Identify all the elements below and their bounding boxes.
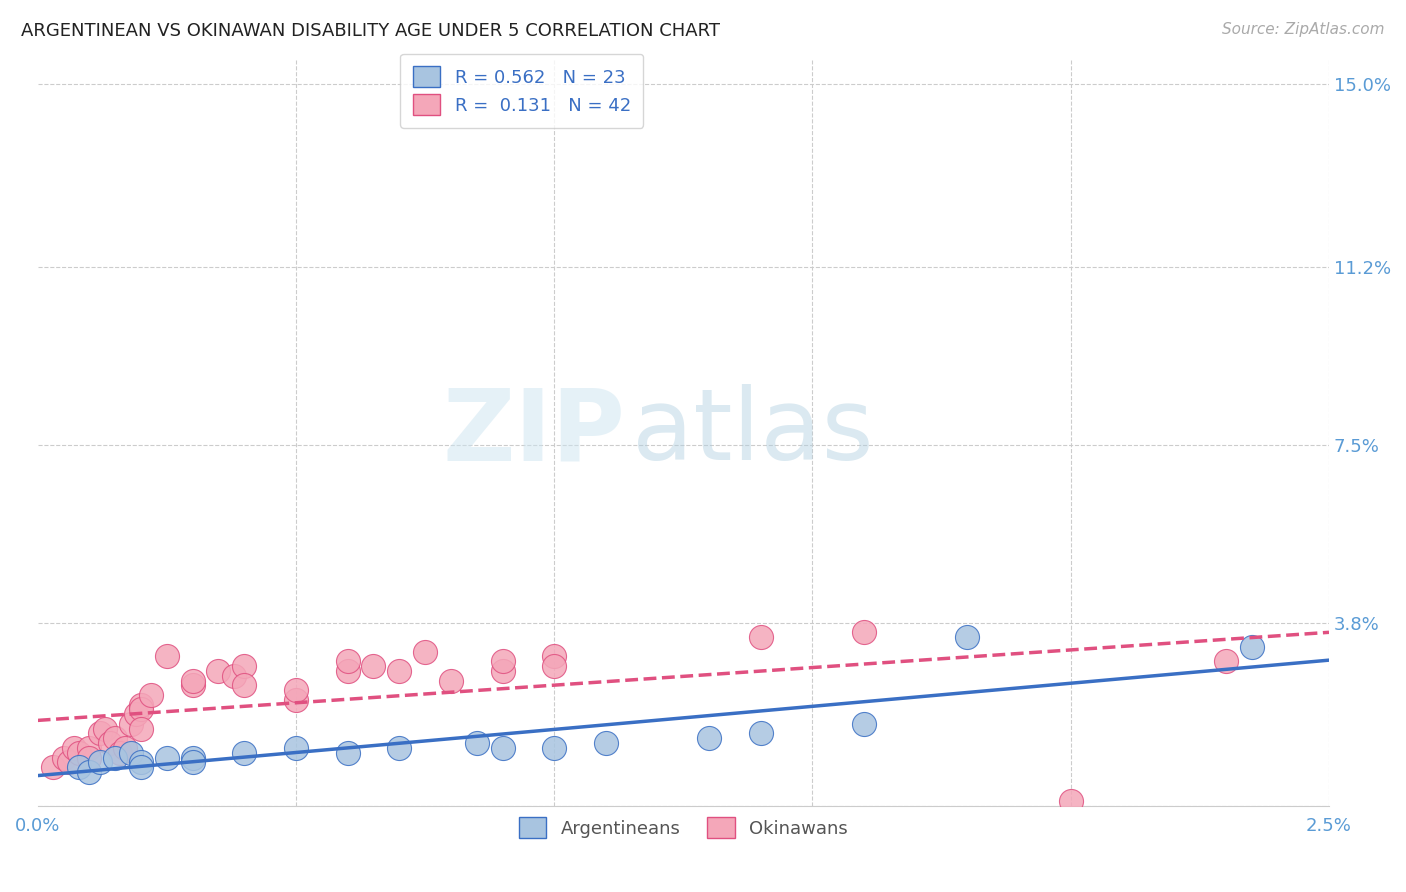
Point <box>98 736 121 750</box>
Point <box>543 659 565 673</box>
Point <box>388 664 411 678</box>
Text: atlas: atlas <box>631 384 873 481</box>
Point <box>156 649 179 664</box>
Point <box>749 726 772 740</box>
Point <box>110 746 132 760</box>
Text: Source: ZipAtlas.com: Source: ZipAtlas.com <box>1222 22 1385 37</box>
Text: ZIP: ZIP <box>443 384 626 481</box>
Point <box>595 736 617 750</box>
Point <box>67 746 90 760</box>
Point <box>222 669 245 683</box>
Text: ARGENTINEAN VS OKINAWAN DISABILITY AGE UNDER 5 CORRELATION CHART: ARGENTINEAN VS OKINAWAN DISABILITY AGE U… <box>21 22 720 40</box>
Point <box>94 722 117 736</box>
Point <box>465 736 488 750</box>
Point <box>543 740 565 755</box>
Point <box>129 722 152 736</box>
Point <box>104 750 127 764</box>
Point <box>104 731 127 746</box>
Point <box>336 746 359 760</box>
Point <box>125 707 148 722</box>
Point <box>388 740 411 755</box>
Point <box>336 664 359 678</box>
Point <box>697 731 720 746</box>
Point <box>129 702 152 716</box>
Point <box>413 645 436 659</box>
Point <box>181 673 204 688</box>
Point <box>233 659 256 673</box>
Point <box>42 760 65 774</box>
Point <box>67 760 90 774</box>
Point <box>233 678 256 692</box>
Point <box>89 756 111 770</box>
Point <box>181 678 204 692</box>
Point <box>956 630 979 644</box>
Point <box>129 756 152 770</box>
Point <box>207 664 229 678</box>
Point <box>853 717 876 731</box>
Point <box>156 750 179 764</box>
Point <box>363 659 385 673</box>
Point <box>491 740 513 755</box>
Point <box>543 649 565 664</box>
Point <box>284 740 307 755</box>
Point <box>58 756 80 770</box>
Legend: Argentineans, Okinawans: Argentineans, Okinawans <box>512 810 855 846</box>
Point <box>89 726 111 740</box>
Point <box>114 740 136 755</box>
Point <box>749 630 772 644</box>
Point <box>491 664 513 678</box>
Point <box>120 717 142 731</box>
Point <box>79 750 101 764</box>
Point <box>491 654 513 668</box>
Point <box>79 764 101 779</box>
Point <box>129 760 152 774</box>
Point <box>284 683 307 698</box>
Point <box>181 756 204 770</box>
Point <box>63 740 86 755</box>
Point <box>233 746 256 760</box>
Point <box>1060 794 1083 808</box>
Point <box>52 750 75 764</box>
Point <box>1215 654 1237 668</box>
Point <box>284 693 307 707</box>
Point <box>141 688 163 702</box>
Point <box>79 740 101 755</box>
Point <box>120 746 142 760</box>
Point <box>853 625 876 640</box>
Point <box>1240 640 1263 654</box>
Point <box>440 673 463 688</box>
Point <box>181 750 204 764</box>
Point <box>129 698 152 712</box>
Point <box>336 654 359 668</box>
